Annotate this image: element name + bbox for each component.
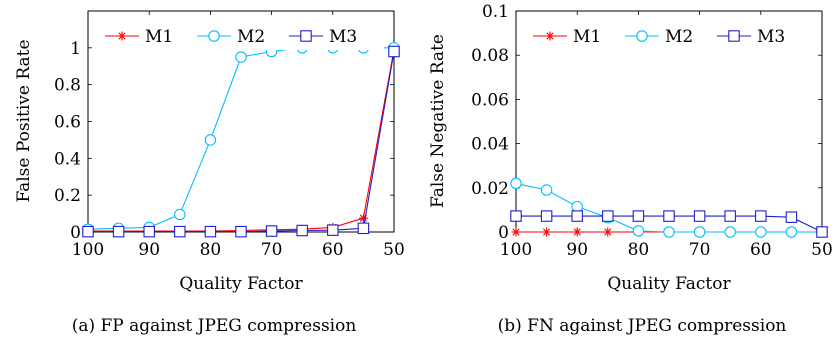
legend-label-M1: M1	[145, 27, 173, 47]
x-tick-label: 100	[500, 240, 532, 260]
data-point-M3	[82, 225, 94, 238]
data-point-M3	[296, 224, 308, 237]
data-point-M3	[143, 225, 155, 238]
x-tick-label: 80	[200, 240, 222, 260]
legend-label-M2: M2	[237, 27, 265, 47]
data-point-M3	[357, 222, 370, 235]
x-tick-label: 60	[322, 240, 344, 260]
caption-b: (b) FN against JPEG compression	[498, 316, 787, 336]
series-b	[510, 177, 828, 238]
x-tick-label: 70	[261, 240, 283, 260]
data-point-M3	[174, 225, 186, 238]
data-point-M3	[816, 226, 828, 238]
y-tick-label: 0.04	[471, 135, 509, 155]
xlabel-a: Quality Factor	[179, 274, 303, 294]
data-point-M1	[542, 227, 552, 237]
ylabel-b: False Negative Rate	[428, 34, 448, 208]
legend-label-M3: M3	[757, 27, 785, 47]
series-line-M2	[87, 47, 394, 230]
series-line-M1	[88, 49, 395, 232]
x-tick-label: 70	[689, 240, 711, 260]
ylabel-a: False Positive Rate	[14, 39, 34, 202]
data-point-M2	[663, 226, 675, 238]
y-tick-label: 0	[70, 223, 81, 243]
data-point-M1	[572, 227, 582, 237]
legend-label-M2: M2	[665, 27, 693, 47]
data-point-M3	[632, 210, 645, 222]
data-point-M3	[235, 225, 247, 238]
data-point-M1	[358, 213, 368, 223]
data-point-M3	[540, 210, 553, 222]
y-tick-label: 0.02	[471, 179, 509, 199]
data-point-M3	[755, 210, 767, 222]
legend-label-M3: M3	[329, 27, 357, 47]
data-point-M2	[693, 226, 706, 238]
data-point-M3	[327, 224, 339, 236]
data-point-M2	[510, 177, 522, 190]
legend-marker-M1	[545, 31, 555, 41]
legend-marker-M3	[300, 30, 312, 42]
data-point-M2	[724, 226, 736, 238]
data-point-M3	[602, 210, 614, 222]
caption-a: (a) FP against JPEG compression	[72, 316, 357, 336]
panel-a: 100 90 80 70 60 50 0 0.2 0.4 0.6 0.8 1 M1 M2 M3 Quali…	[14, 10, 405, 336]
data-point-M2	[571, 200, 583, 213]
series-line-M2	[515, 182, 822, 233]
data-point-M2	[632, 225, 645, 237]
data-point-M3	[510, 210, 522, 222]
xlabel-b: Quality Factor	[607, 274, 731, 294]
legend-b: M1 M2 M3	[530, 22, 812, 50]
x-tick-label: 90	[566, 240, 588, 260]
data-point-M3	[724, 210, 736, 222]
data-point-M2	[235, 51, 247, 63]
y-tick-label: 0.2	[54, 186, 81, 206]
y-tick-label: 0.06	[471, 90, 509, 110]
data-point-M2	[540, 184, 553, 196]
series-line-M3	[88, 51, 395, 233]
data-point-M2	[755, 226, 767, 238]
y-tick-label: 0.8	[54, 76, 81, 96]
data-point-M2	[174, 208, 186, 221]
x-tick-label: 80	[628, 240, 650, 260]
x-tick-label: 60	[750, 240, 772, 260]
x-tick-label: 50	[811, 240, 833, 260]
panel-b: 100 90 80 70 60 50 0 0.02 0.04 0.06 0.08 0.1 M1 M2 M3…	[428, 2, 833, 336]
legend-marker-M2	[208, 30, 220, 42]
legend-marker-M3	[728, 30, 740, 42]
x-tick-label: 50	[383, 240, 405, 260]
data-point-M2	[785, 226, 798, 238]
data-point-M3	[265, 225, 278, 237]
legend-box	[102, 22, 384, 50]
legend-marker-M1	[117, 31, 127, 41]
data-point-M1	[511, 227, 521, 237]
data-point-M3	[204, 225, 217, 238]
ticks-b: 100 90 80 70 60 50 0 0.02 0.04 0.06 0.08 0.1	[471, 2, 833, 260]
y-tick-label: 1	[70, 39, 81, 59]
data-point-M3	[693, 210, 706, 222]
data-point-M1	[603, 227, 613, 237]
data-point-M3	[388, 45, 400, 58]
y-tick-label: 0.4	[54, 149, 81, 169]
x-tick-label: 100	[72, 240, 104, 260]
legend-box	[530, 22, 812, 50]
data-point-M3	[785, 211, 798, 223]
y-tick-label: 0.08	[471, 46, 509, 66]
data-point-M3	[112, 225, 125, 238]
legend-label-M1: M1	[573, 27, 601, 47]
x-tick-label: 90	[138, 240, 160, 260]
y-tick-label: 0.6	[54, 113, 81, 133]
data-point-M3	[663, 210, 675, 222]
y-tick-label: 0	[498, 223, 509, 243]
ticks-a: 100 90 80 70 60 50 0 0.2 0.4 0.6 0.8 1	[54, 11, 405, 260]
legend-marker-M2	[636, 30, 648, 42]
data-point-M3	[571, 210, 583, 222]
data-point-M2	[204, 134, 217, 146]
y-tick-label: 0.1	[482, 2, 509, 22]
series-a	[82, 42, 400, 238]
legend-a: M1 M2 M3	[102, 22, 384, 50]
